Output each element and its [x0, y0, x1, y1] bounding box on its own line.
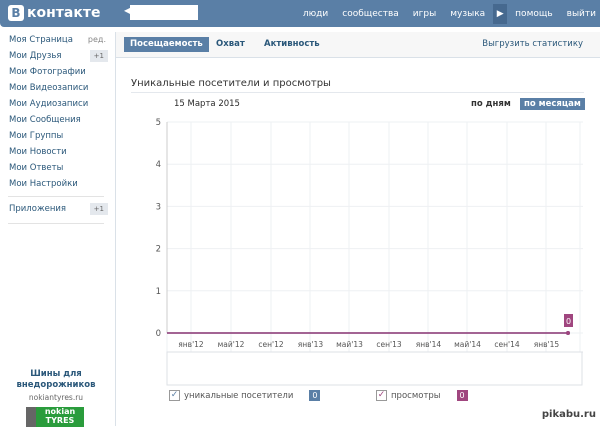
chevron-left-icon[interactable]: ◀: [124, 6, 131, 15]
sidebar-item-news[interactable]: Мои Новости: [9, 147, 67, 157]
sidebar-item-audio[interactable]: Мои Аудиозаписи: [9, 99, 89, 109]
range-selector: [166, 351, 583, 386]
ad-logo: nokian TYRES: [26, 407, 84, 427]
watermark: pikabu.ru: [541, 409, 596, 420]
nav-people[interactable]: люди: [302, 8, 329, 19]
y-tick-label: 0: [156, 329, 161, 339]
tab-activity[interactable]: Активность: [264, 39, 320, 49]
x-tick-label: сен'13: [376, 340, 401, 349]
chart-date: 15 Марта 2015: [174, 99, 240, 109]
sidebar-item-my-page[interactable]: Моя Страница ред.: [0, 32, 112, 48]
nav-help[interactable]: помощь: [515, 8, 553, 19]
data-label: 0: [566, 317, 571, 326]
by-months-button[interactable]: по месяцам: [520, 98, 585, 110]
x-tick-label: янв'13: [298, 340, 324, 349]
tab-bar: Посещаемость Охват Активность Выгрузить …: [116, 32, 600, 58]
nav-music[interactable]: музыка: [450, 8, 486, 19]
nav-games[interactable]: игры: [412, 8, 437, 19]
x-tick-label: сен'12: [258, 340, 283, 349]
sidebar-item-groups[interactable]: Мои Группы: [9, 131, 64, 141]
nav-logout[interactable]: выйти: [566, 8, 596, 19]
legend-visitors[interactable]: ✓ уникальные посетители 0: [169, 390, 321, 401]
checkbox-checked-icon[interactable]: ✓: [376, 390, 387, 401]
nav-communities[interactable]: сообщества: [342, 8, 399, 19]
x-tick-label: май'12: [218, 340, 245, 349]
tab-reach[interactable]: Охват: [216, 39, 245, 49]
sidebar-item-answers[interactable]: Мои Ответы: [9, 163, 64, 173]
sidebar-item-apps[interactable]: Приложения +1: [0, 201, 112, 217]
stats-panel: Посещаемость Охват Активность Выгрузить …: [115, 32, 600, 426]
by-days-button[interactable]: по дням: [471, 99, 511, 109]
sidebar-item-friends[interactable]: Мои Друзья +1: [0, 48, 112, 64]
x-tick-label: янв'15: [534, 340, 560, 349]
y-tick-label: 4: [156, 160, 161, 170]
export-stats-link[interactable]: Выгрузить статистику: [482, 39, 583, 49]
top-nav: люди сообщества игры музыка ▶ помощь вый…: [303, 0, 596, 27]
ad-title: Шины для внедорожников: [16, 369, 96, 390]
y-tick-label: 5: [156, 118, 161, 128]
edit-link[interactable]: ред.: [87, 35, 106, 44]
y-tick-label: 1: [156, 287, 161, 297]
data-label-bg: [564, 314, 573, 327]
chart-title: Уникальные посетители и просмотры: [131, 78, 584, 93]
y-tick-label: 3: [156, 202, 161, 212]
search-input[interactable]: [130, 5, 198, 20]
y-tick-label: 2: [156, 245, 161, 255]
plot-area: [167, 122, 583, 333]
sidebar-item-settings[interactable]: Мои Настройки: [9, 179, 78, 189]
legend-views[interactable]: ✓ просмотры 0: [376, 390, 468, 401]
divider: [8, 196, 104, 197]
sidebar-item-messages[interactable]: Мои Сообщения: [9, 115, 81, 125]
count-badge: +1: [89, 203, 108, 215]
x-tick-label: янв'12: [178, 340, 204, 349]
x-tick-label: май'13: [336, 340, 363, 349]
count-badge: +1: [89, 50, 108, 62]
sidebar-item-photos[interactable]: Мои Фотографии: [9, 67, 86, 77]
ad-block[interactable]: Шины для внедорожников nokiantyres.ru no…: [0, 369, 112, 427]
x-tick-label: сен'14: [494, 340, 519, 349]
sidebar: Моя Страница ред. Мои Друзья +1 Мои Фотогр…: [0, 32, 112, 230]
tab-attendance[interactable]: Посещаемость: [124, 37, 209, 52]
x-tick-label: янв'14: [416, 340, 442, 349]
play-icon[interactable]: ▶: [493, 3, 508, 24]
legend-value: 0: [456, 390, 468, 401]
divider: [8, 223, 104, 224]
ad-url: nokiantyres.ru: [28, 393, 84, 402]
x-tick-label: май'14: [454, 340, 481, 349]
checkbox-checked-icon[interactable]: ✓: [169, 390, 180, 401]
data-point: [566, 331, 570, 335]
sidebar-item-videos[interactable]: Мои Видеозаписи: [9, 83, 89, 93]
legend-value: 0: [309, 390, 321, 401]
